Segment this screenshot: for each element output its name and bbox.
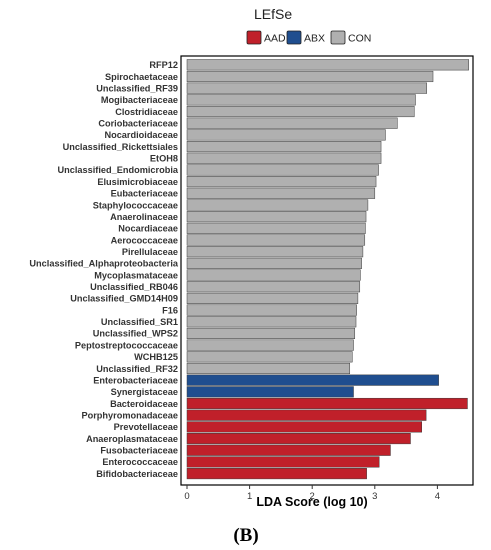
bar-etoh8 xyxy=(186,152,382,164)
bar-enterococcaceae xyxy=(186,456,380,468)
category-label: Unclassified_WPS2 xyxy=(93,329,178,339)
category-label: Unclassified_Alphaproteobacteria xyxy=(29,259,178,269)
panel-label: (B) xyxy=(233,525,258,546)
bar-eubacteriaceae xyxy=(186,187,376,199)
x-tick-label: 3 xyxy=(372,491,377,502)
bar-unclassified-sr1 xyxy=(186,316,357,328)
bar-enterobacteriaceae xyxy=(186,374,439,386)
category-label: Fusobacteriaceae xyxy=(100,446,178,456)
bar-unclassified-alphaproteobacteria xyxy=(186,257,362,269)
bar-clostridiaceae xyxy=(186,105,415,118)
bar-bacteroidaceae xyxy=(186,397,468,410)
bar-fusobacteriaceae xyxy=(186,444,391,456)
bar-unclassified-rb046 xyxy=(186,281,361,293)
category-label: Unclassified_Endomicrobia xyxy=(58,165,179,175)
category-label: Anaeroplasmataceae xyxy=(86,434,178,444)
category-label: Peptostreptococcaceae xyxy=(75,340,178,350)
category-label: Unclassified_RB046 xyxy=(90,282,178,292)
bar-prevotellaceae xyxy=(186,421,422,433)
bar-unclassified-rickettsiales xyxy=(186,141,382,153)
legend-swatch-con xyxy=(330,30,346,45)
category-label: Bifidobacteriaceae xyxy=(96,469,178,479)
category-label: Unclassified_SR1 xyxy=(101,317,178,327)
bar-elusimicrobiaceae xyxy=(186,176,377,188)
bar-mycoplasmataceae xyxy=(186,269,361,281)
category-label: Pirellulaceae xyxy=(122,247,178,257)
bar-coriobacteriaceae xyxy=(186,117,398,129)
legend-label-con: CON xyxy=(348,33,371,45)
legend-swatch-abx xyxy=(286,30,302,45)
category-label: Anaerolinaceae xyxy=(110,212,178,222)
bar-unclassified-gmd14h09 xyxy=(186,292,359,304)
bar-nocardioidaceae xyxy=(186,129,386,141)
plot-panel xyxy=(180,55,474,486)
bar-unclassified-wps2 xyxy=(186,327,356,339)
legend-label-aad: AAD xyxy=(264,33,286,45)
category-label: Bacteroidaceae xyxy=(110,399,178,409)
category-label: Spirochaetaceae xyxy=(105,72,178,82)
bar-unclassified-rf39 xyxy=(186,82,428,94)
legend: AAD ABX CON xyxy=(246,30,371,45)
category-label: Unclassified_Rickettsiales xyxy=(63,142,178,152)
category-label: Unclassified_RF32 xyxy=(96,364,178,374)
bars-layer xyxy=(186,59,469,480)
x-tick-label: 0 xyxy=(184,491,189,502)
category-label: Eubacteriaceae xyxy=(111,189,178,199)
category-label: Porphyromonadaceae xyxy=(81,411,178,421)
bar-pirellulaceae xyxy=(186,246,364,258)
x-tick-label: 4 xyxy=(435,491,440,502)
category-label: Mogibacteriaceae xyxy=(101,95,178,105)
bar-peptostreptococcaceae xyxy=(186,339,354,351)
bar-synergistaceae xyxy=(186,386,354,398)
bar-staphylococcaceae xyxy=(186,199,369,211)
bar-bifidobacteriaceae xyxy=(186,468,367,480)
x-tick-label: 2 xyxy=(310,491,315,502)
bar-aerococcaceae xyxy=(186,234,366,246)
bar-unclassified-endomicrobia xyxy=(186,164,379,176)
chart-title: LEfSe xyxy=(254,6,292,22)
category-label: Prevotellaceae xyxy=(114,422,178,432)
category-label: RFP12 xyxy=(149,60,178,70)
category-label: Aerococcaceae xyxy=(111,235,178,245)
bar-mogibacteriaceae xyxy=(186,94,416,106)
bar-f16 xyxy=(186,304,357,316)
x-axis: 0 1 2 3 4 xyxy=(180,55,474,502)
category-label: Mycoplasmataceae xyxy=(94,270,178,280)
category-label: Synergistaceae xyxy=(111,387,178,397)
category-label: Clostridiaceae xyxy=(115,107,178,117)
bar-wchb125 xyxy=(186,351,353,363)
category-label: Elusimicrobiaceae xyxy=(97,177,178,187)
bar-anaerolinaceae xyxy=(186,211,367,223)
category-label: Nocardioidaceae xyxy=(104,130,178,140)
category-label: EtOH8 xyxy=(150,154,178,164)
bar-porphyromonadaceae xyxy=(186,409,427,421)
legend-swatch-aad xyxy=(246,30,262,45)
bar-rfp12 xyxy=(186,59,469,71)
category-label: Unclassified_RF39 xyxy=(96,83,178,93)
x-axis-title: LDA Score (log 10) xyxy=(256,495,367,509)
category-label: Unclassified_GMD14H09 xyxy=(70,294,178,304)
category-label: Enterococcaceae xyxy=(102,457,178,467)
category-label: WCHB125 xyxy=(134,352,178,362)
category-label: Staphylococcaceae xyxy=(93,200,178,210)
bar-unclassified-rf32 xyxy=(186,362,351,375)
bar-nocardiaceae xyxy=(186,222,366,234)
category-label: Nocardiaceae xyxy=(118,224,178,234)
bar-spirochaetaceae xyxy=(186,70,434,83)
x-tick-label: 1 xyxy=(247,491,252,502)
legend-label-abx: ABX xyxy=(304,33,325,45)
bar-anaeroplasmataceae xyxy=(186,433,411,445)
category-label: Enterobacteriaceae xyxy=(93,375,178,385)
category-label: F16 xyxy=(162,305,178,315)
category-label: Coriobacteriaceae xyxy=(98,119,178,129)
